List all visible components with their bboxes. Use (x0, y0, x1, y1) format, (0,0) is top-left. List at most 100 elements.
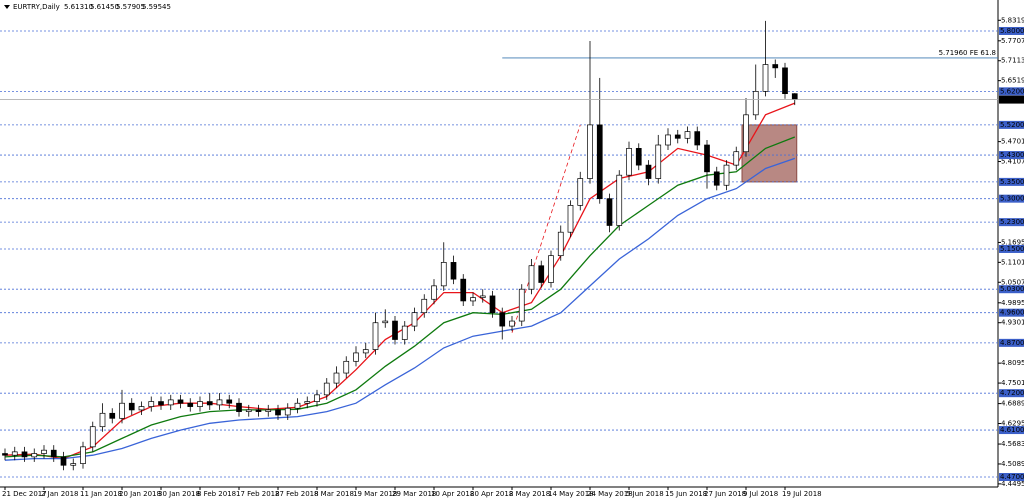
y-tick-label: 5.65190 (1001, 77, 1024, 85)
y-tick-label: 4.56830 (1001, 440, 1024, 448)
level-label-box (999, 194, 1024, 203)
candle-body (421, 298, 428, 314)
candle-body (499, 312, 506, 327)
level-label-box (999, 218, 1024, 227)
zone (741, 124, 798, 183)
candle-body (733, 151, 740, 166)
candle-body (743, 114, 749, 153)
y-tick-label: 4.62950 (1001, 420, 1024, 428)
level-label: 5.80000 (1000, 27, 1024, 35)
candle-body (684, 131, 691, 139)
candle-body (655, 144, 662, 179)
candle-body (304, 401, 311, 404)
y-tick-label: 4.93010 (1001, 319, 1024, 327)
level-label-box (999, 426, 1024, 435)
y-tick-label: 5.11010 (1001, 258, 1024, 266)
candle-body (596, 124, 603, 200)
candle-body (226, 399, 233, 404)
y-tick-label: 5.16950 (1001, 238, 1024, 246)
level-label-box (999, 473, 1024, 482)
y-tick-label: 4.75010 (1001, 379, 1024, 387)
y-tick-label: 5.41070 (1001, 158, 1024, 166)
x-tick-label: 2 Jan 2018 (41, 490, 79, 498)
x-tick-label: 11 Jan 2018 (80, 490, 122, 498)
candle-body (518, 288, 525, 322)
candle-body (11, 451, 18, 456)
candle-body (782, 67, 788, 95)
x-tick-label: 17 Feb 2018 (236, 490, 280, 498)
candle-body (489, 295, 496, 314)
candle-body (538, 265, 545, 283)
candle-body (148, 401, 155, 407)
menu-arrow[interactable] (4, 5, 10, 9)
level-label-box (999, 308, 1024, 317)
candle-body (635, 148, 642, 166)
candle-body (479, 295, 486, 298)
moving-average (4, 102, 796, 460)
level-label-box (999, 151, 1024, 160)
y-tick-label: 5.77070 (1001, 37, 1024, 45)
candle-body (99, 412, 106, 428)
level-label: 5.35000 (1000, 178, 1024, 186)
candle-body (548, 255, 554, 283)
x-tick-label: 24 May 2018 (587, 490, 633, 498)
level-label: 5.23000 (1000, 218, 1024, 226)
y-tick-label: 5.83190 (1001, 16, 1024, 24)
candle-body (265, 409, 272, 412)
ohlc-close: 5.59545 (142, 3, 171, 11)
candle-body (187, 402, 194, 407)
x-tick-label: 15 Jun 2018 (665, 490, 707, 498)
candle-body (50, 449, 57, 458)
candle-body (245, 409, 252, 412)
candle-body (450, 262, 457, 280)
level-label: 4.96000 (1000, 309, 1024, 317)
fib-label: 5.71960 FE 61.8 (939, 49, 996, 57)
candle-body (89, 426, 96, 448)
x-tick-label: 8 Feb 2018 (197, 490, 236, 498)
y-tick-label: 5.47010 (1001, 138, 1024, 146)
candle-body (167, 399, 174, 406)
candle-body (470, 297, 476, 302)
candle-body (158, 401, 164, 406)
candle-body (577, 178, 584, 206)
candle-body (109, 412, 116, 419)
candle-body (353, 352, 359, 362)
candle-body (694, 131, 701, 146)
candle-body (314, 394, 320, 402)
candle-body (772, 64, 779, 69)
candle-body (791, 93, 798, 100)
candle-body (440, 262, 447, 287)
candle-body (323, 382, 330, 396)
y-tick-label: 4.44950 (1001, 480, 1024, 488)
x-tick-label: 20 Apr 2018 (470, 490, 513, 498)
last-price-box (999, 95, 1024, 104)
y-tick-label: 5.71130 (1001, 57, 1024, 65)
candle-body (704, 144, 710, 173)
y-tick-label: 4.98950 (1001, 299, 1024, 307)
level-label-box (999, 244, 1024, 253)
candle-body (206, 401, 213, 406)
candle-body (138, 406, 145, 411)
x-tick-label: 5 Jun 2018 (626, 490, 664, 498)
level-label: 4.61000 (1000, 426, 1024, 434)
moving-average (4, 157, 796, 461)
candle-body (665, 134, 671, 146)
candle-body (128, 402, 135, 411)
level-label: 5.52000 (1000, 121, 1024, 129)
candle-body (362, 349, 369, 354)
candle-body (587, 124, 593, 179)
candle-body (509, 320, 515, 327)
y-tick-label: 5.05070 (1001, 278, 1024, 286)
ohlc-open: 5.61310 (64, 3, 93, 11)
level-label: 5.43000 (1000, 151, 1024, 159)
candle-body (343, 360, 350, 374)
level-label-box (999, 285, 1024, 294)
level-label-box (999, 120, 1024, 129)
level-label: 4.47000 (1000, 473, 1024, 481)
candle-body (333, 372, 340, 384)
candle-body (31, 453, 38, 458)
x-tick-label: 19 Mar 2018 (353, 490, 397, 498)
candle-body (401, 325, 408, 340)
candle-body (460, 278, 467, 302)
ohlc-high: 5.61450 (90, 3, 119, 11)
